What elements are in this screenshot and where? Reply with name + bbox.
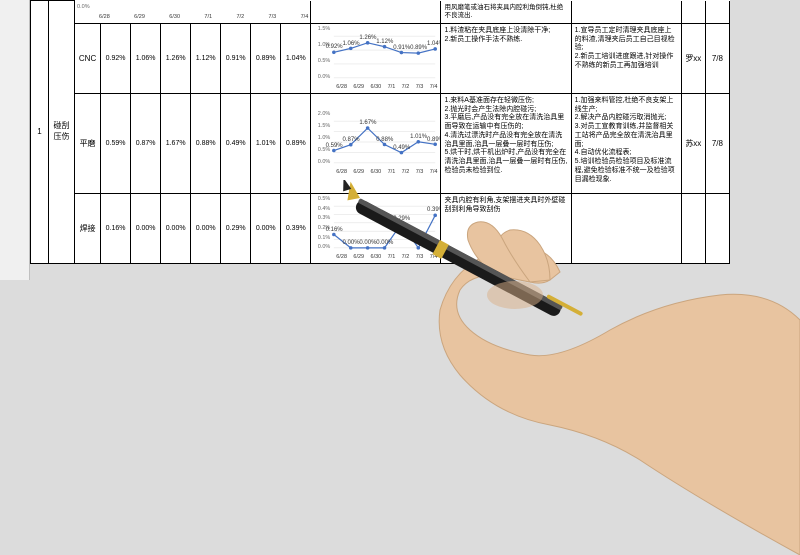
- cnc-v2[interactable]: 1.26%: [161, 23, 191, 93]
- g-v4[interactable]: 0.49%: [221, 93, 251, 193]
- g-v2[interactable]: 1.67%: [161, 93, 191, 193]
- spreadsheet-content: 1 碰刮 压伤 0.0% 6/28 6/29 6/30 7/1 7/2 7/3 …: [30, 0, 730, 264]
- cnc-owner[interactable]: 罗xx: [681, 23, 705, 93]
- w-v4[interactable]: 0.29%: [221, 193, 251, 263]
- w-v2[interactable]: 0.00%: [161, 193, 191, 263]
- cnc-v6[interactable]: 1.04%: [281, 23, 311, 93]
- cnc-v0[interactable]: 0.92%: [101, 23, 131, 93]
- index-cell: 1: [31, 1, 49, 264]
- cnc-cause[interactable]: 1.料渣粘在夹具底座上没清除干净; 2.新员工操作手法不熟练.: [441, 23, 571, 93]
- grind-chart-cell: 2.0%1.5%1.0%0.5%0.0%6/286/296/307/17/27/…: [311, 93, 441, 193]
- weld-line-chart: 0.5%0.4%0.3%0.2%0.1%0.0%6/286/296/307/17…: [312, 196, 439, 260]
- cnc-v4[interactable]: 0.91%: [221, 23, 251, 93]
- cnc-action[interactable]: 1.宣导员工定时清理夹具底座上的料渣,清理夹后员工自己目视检验; 2.新员工培训…: [571, 23, 681, 93]
- data-table: 1 碰刮 压伤 0.0% 6/28 6/29 6/30 7/1 7/2 7/3 …: [30, 0, 730, 264]
- w-v3[interactable]: 0.00%: [191, 193, 221, 263]
- prev-chart-tail: 0.0% 6/28 6/29 6/30 7/1 7/2 7/3 7/4: [75, 1, 311, 24]
- cnc-v3[interactable]: 1.12%: [191, 23, 221, 93]
- prev-cause-tail: [311, 1, 441, 24]
- cnc-v1[interactable]: 1.06%: [131, 23, 161, 93]
- row-gutter: [0, 0, 30, 280]
- g-v5[interactable]: 1.01%: [251, 93, 281, 193]
- process-grind[interactable]: 平磨: [75, 93, 101, 193]
- weld-date[interactable]: [705, 193, 729, 263]
- grind-cause[interactable]: 1.来料A基准面存在轻微压伤; 2.抛光时会产生法除内腔碰污; 3.平磨后,产品…: [441, 93, 571, 193]
- grind-action[interactable]: 1.加强来料管控,杜绝不良支架上线生产; 2.解决产品内腔碰污取消抛光; 3.对…: [571, 93, 681, 193]
- weld-owner[interactable]: [681, 193, 705, 263]
- prev-action-tail: 用风磨笔或油石将夹具内腔利角倒钝,杜绝不良流出.: [441, 1, 571, 24]
- process-cnc[interactable]: CNC: [75, 23, 101, 93]
- weld-chart-cell: 0.5%0.4%0.3%0.2%0.1%0.0%6/286/296/307/17…: [311, 193, 441, 263]
- w-v6[interactable]: 0.39%: [281, 193, 311, 263]
- prev-xlabels: 6/28 6/29 6/30 7/1 7/2 7/3 7/4: [97, 14, 310, 20]
- grind-line-chart: 2.0%1.5%1.0%0.5%0.0%6/286/296/307/17/27/…: [312, 111, 439, 175]
- weld-cause[interactable]: 夹具内腔有利角,支架摆进夹具时外壁碰刮到利角导致刮伤: [441, 193, 571, 263]
- g-v0[interactable]: 0.59%: [101, 93, 131, 193]
- cnc-v5[interactable]: 0.89%: [251, 23, 281, 93]
- defect-label: 碰刮 压伤: [54, 121, 70, 140]
- cnc-chart-cell: 1.5%1.0%0.5%0.0%6/286/296/307/17/27/37/4…: [311, 23, 441, 93]
- defect-cell: 碰刮 压伤: [49, 1, 75, 264]
- w-v5[interactable]: 0.00%: [251, 193, 281, 263]
- g-v6[interactable]: 0.89%: [281, 93, 311, 193]
- w-v0[interactable]: 0.16%: [101, 193, 131, 263]
- grind-date[interactable]: 7/8: [705, 93, 729, 193]
- g-v3[interactable]: 0.88%: [191, 93, 221, 193]
- cnc-line-chart: 1.5%1.0%0.5%0.0%6/286/296/307/17/27/37/4…: [312, 26, 439, 90]
- process-weld[interactable]: 焊接: [75, 193, 101, 263]
- g-v1[interactable]: 0.87%: [131, 93, 161, 193]
- cnc-date[interactable]: 7/8: [705, 23, 729, 93]
- weld-action[interactable]: [571, 193, 681, 263]
- w-v1[interactable]: 0.00%: [131, 193, 161, 263]
- prev-ytick: 0.0%: [77, 4, 90, 10]
- grind-owner[interactable]: 苏xx: [681, 93, 705, 193]
